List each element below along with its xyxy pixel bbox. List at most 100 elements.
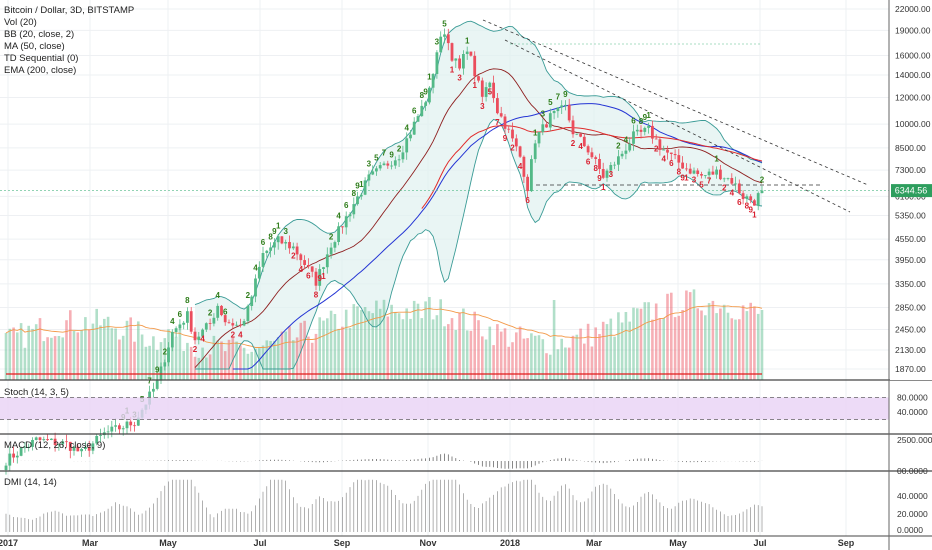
candle-body: [560, 105, 564, 108]
time-axis[interactable]: 2017 Mar May Jul Sep Nov 2018 Mar May Jul Sep: [0, 538, 855, 548]
stoch-label[interactable]: Stoch (14, 3, 5): [4, 387, 69, 398]
volume-bar: [27, 325, 30, 380]
volume-bar: [65, 320, 68, 380]
td-count-mark: 6: [344, 201, 349, 210]
candle-body: [462, 54, 465, 69]
macd-label[interactable]: MACD (12, 26, close, 9): [4, 440, 105, 451]
candle-body: [632, 131, 635, 144]
time-tick-label: May: [669, 538, 687, 548]
volume-bar: [556, 349, 560, 380]
td-count-mark: 4: [253, 264, 258, 273]
candle-body: [193, 331, 197, 341]
trend-line-upper: [482, 19, 869, 186]
volume-bar: [401, 319, 405, 380]
td-count-mark: 4: [215, 291, 220, 300]
volume-bar: [212, 335, 216, 380]
candle-body: [511, 129, 514, 139]
candle-body: [730, 178, 734, 184]
price-tick-label: 7300.00: [895, 165, 926, 175]
volume-bar: [586, 323, 590, 380]
volume-bar: [72, 331, 76, 380]
candle-body: [371, 171, 375, 175]
candle-body: [654, 138, 658, 140]
time-tick-label: Jul: [253, 538, 266, 548]
candle-body: [42, 439, 46, 441]
td-count-mark: 8: [639, 117, 644, 126]
volume-bar: [462, 308, 465, 380]
volume-bar: [639, 308, 643, 380]
candle-body: [635, 129, 639, 132]
candle-body: [737, 183, 741, 194]
candle-body: [416, 116, 420, 122]
volume-bar: [360, 310, 363, 380]
volume-bar: [722, 304, 726, 380]
volume-bar: [397, 313, 401, 380]
td-count-mark: 1: [450, 66, 455, 75]
volume-bar: [103, 318, 106, 380]
legend-symbol[interactable]: Bitcoin / Dollar, 3D, BITSTAMP: [4, 5, 134, 16]
candle-body: [110, 426, 114, 432]
volume-bar: [137, 321, 140, 380]
candle-body: [329, 247, 333, 255]
volume-bar: [34, 324, 38, 380]
legend-td-sequential[interactable]: TD Sequential (0): [4, 53, 78, 64]
candle-body: [95, 436, 99, 444]
candle-body: [288, 242, 291, 249]
volume-bar: [760, 310, 764, 380]
candle-body: [68, 441, 72, 451]
candle-body: [666, 149, 669, 153]
candle-body: [307, 265, 310, 267]
candle-body: [397, 159, 401, 161]
volume-bar: [118, 339, 121, 380]
td-count-mark: 9: [155, 366, 160, 375]
legend-bollinger[interactable]: BB (20, close, 2): [4, 29, 74, 40]
candle-body: [4, 465, 8, 470]
candle-body: [446, 34, 450, 44]
td-count-mark: 7: [147, 377, 152, 386]
volume-bar: [201, 347, 204, 380]
indicator-tick-label: 0.0000: [897, 525, 923, 535]
dmi-label[interactable]: DMI (14, 14): [4, 477, 57, 488]
td-count-mark: 5: [488, 88, 493, 97]
candle-body: [405, 138, 409, 153]
price-tick-label: 3950.00: [895, 255, 926, 265]
legend-ma50[interactable]: MA (50, close): [4, 41, 65, 52]
volume-bar: [477, 320, 480, 380]
td-count-mark: 3: [283, 227, 288, 236]
candle-body: [84, 446, 87, 449]
volume-bar: [363, 307, 367, 380]
volume-bar: [636, 308, 639, 380]
volume-bar: [609, 318, 613, 380]
volume-bar: [522, 338, 526, 380]
volume-bar: [155, 349, 159, 380]
td-sequential-marks: 9135792468242462424689132468912468913579…: [121, 19, 765, 422]
legend-volume[interactable]: Vol (20): [4, 17, 37, 28]
volume-bar: [288, 326, 291, 380]
candle-body: [34, 437, 38, 440]
indicator-axis: 80.0000 40.0000 2500.0000 00.0000 40.0000 20.…: [897, 392, 932, 535]
volume-bar: [575, 334, 579, 380]
volume-bar: [386, 316, 390, 380]
candle-body: [19, 447, 23, 456]
legend-ema200[interactable]: EMA (200, close): [4, 65, 76, 76]
candle-body: [341, 226, 344, 228]
candle-body: [590, 152, 594, 158]
td-count-mark: 6: [178, 310, 183, 319]
volume-bar: [69, 310, 72, 380]
candle-body: [715, 169, 718, 175]
volume-bar: [469, 330, 473, 380]
volume-bar: [734, 319, 737, 380]
volume-bar: [439, 299, 442, 380]
td-count-mark: 2: [246, 291, 251, 300]
price-tick-label: 2130.00: [895, 345, 926, 355]
candle-body: [541, 124, 545, 132]
volume-bar: [121, 335, 125, 380]
volume-bar: [454, 330, 458, 380]
candle-body: [170, 331, 174, 348]
candle-body: [726, 178, 730, 179]
dmi-pane: [5, 373, 763, 532]
volume-bar: [129, 317, 132, 380]
volume-bar: [341, 326, 344, 380]
volume-bar: [57, 336, 61, 380]
